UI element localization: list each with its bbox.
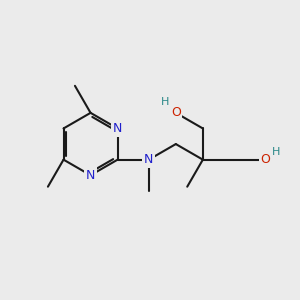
Text: O: O [260, 153, 270, 166]
Text: H: H [161, 97, 170, 106]
Text: O: O [171, 106, 181, 119]
Text: N: N [86, 169, 95, 182]
Text: H: H [272, 147, 281, 157]
Text: N: N [144, 153, 154, 166]
Text: N: N [113, 122, 122, 135]
